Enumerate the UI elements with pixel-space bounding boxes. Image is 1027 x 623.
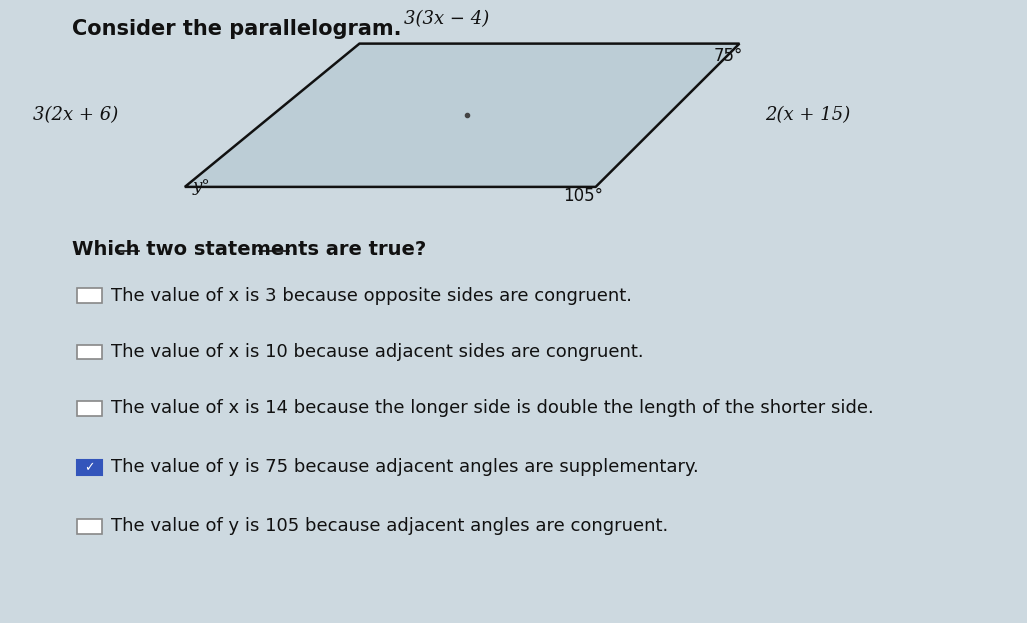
FancyBboxPatch shape — [77, 345, 102, 359]
Text: 105°: 105° — [563, 187, 603, 205]
Polygon shape — [185, 44, 739, 187]
Text: The value of y is 105 because adjacent angles are congruent.: The value of y is 105 because adjacent a… — [111, 518, 669, 535]
FancyBboxPatch shape — [77, 519, 102, 534]
Text: The value of y is 75 because adjacent angles are supplementary.: The value of y is 75 because adjacent an… — [111, 459, 698, 476]
Text: 75°: 75° — [714, 47, 744, 65]
FancyBboxPatch shape — [77, 401, 102, 416]
Text: ✓: ✓ — [84, 461, 94, 473]
FancyBboxPatch shape — [77, 460, 102, 475]
Text: The value of x is 14 because the longer side is double the length of the shorter: The value of x is 14 because the longer … — [111, 399, 874, 417]
Text: y°: y° — [193, 178, 211, 194]
FancyBboxPatch shape — [77, 288, 102, 303]
Text: The value of x is 10 because adjacent sides are congruent.: The value of x is 10 because adjacent si… — [111, 343, 644, 361]
Text: Consider the parallelogram.: Consider the parallelogram. — [72, 19, 402, 39]
Text: Which two statements are true?: Which two statements are true? — [72, 240, 426, 259]
Text: 2(x + 15): 2(x + 15) — [765, 107, 850, 124]
Text: 3(2x + 6): 3(2x + 6) — [33, 107, 118, 124]
Text: 3(3x − 4): 3(3x − 4) — [404, 10, 490, 28]
Text: The value of x is 3 because opposite sides are congruent.: The value of x is 3 because opposite sid… — [111, 287, 632, 305]
